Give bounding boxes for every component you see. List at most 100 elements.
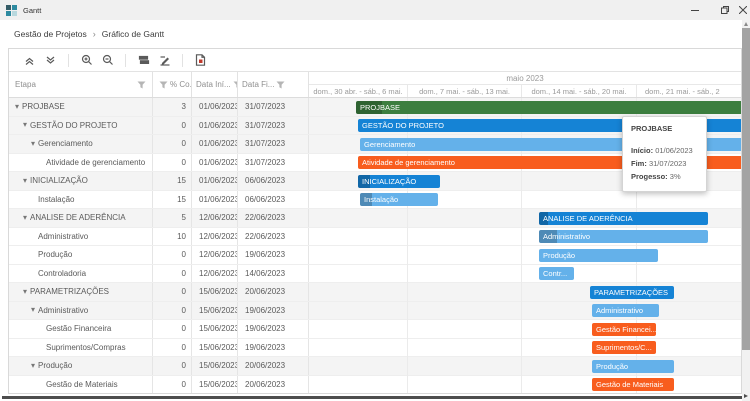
task-label: INICIALIZAÇÃO	[30, 176, 88, 186]
gantt-bar[interactable]: Contr...	[539, 267, 574, 280]
gantt-bar[interactable]: PROJBASE	[356, 100, 741, 114]
minimize-button[interactable]	[682, 0, 708, 20]
task-name-cell[interactable]: ▾ GESTÃO DO PROJETO	[9, 116, 153, 134]
gantt-bar[interactable]: Administrativo	[592, 304, 659, 317]
task-name-cell[interactable]: ▾ Produção	[9, 246, 153, 264]
task-end-date: 19/06/2023	[238, 246, 309, 264]
task-name-cell[interactable]: ▾ PARAMETRIZAÇÕES	[9, 283, 153, 301]
task-end-date: 22/06/2023	[238, 227, 309, 245]
gantt-bar[interactable]: Suprimentos/C...	[592, 341, 656, 354]
table-row[interactable]: ▾ Produção 0 15/06/2023 20/06/2023 Produ…	[9, 357, 741, 376]
filter-icon[interactable]	[233, 81, 238, 89]
gantt-bar[interactable]: Instalação	[360, 193, 438, 206]
filter-icon[interactable]	[159, 81, 168, 89]
collapse-expander-icon[interactable]: ▾	[23, 212, 28, 222]
tooltip: PROJBASE Início: 01/06/2023 Fim: 31/07/2…	[622, 116, 707, 192]
table-row[interactable]: ▾ Gestão Financeira 0 15/06/2023 19/06/2…	[9, 320, 741, 339]
gantt-bar[interactable]: INICIALIZAÇÃO	[358, 174, 440, 188]
gantt-bar[interactable]: ANALISE DE ADERÊNCIA	[539, 211, 708, 225]
expand-all-icon[interactable]	[42, 52, 59, 69]
table-row[interactable]: ▾ Controladoria 0 12/06/2023 14/06/2023 …	[9, 264, 741, 283]
table-row[interactable]: ▾ PROJBASE 3 01/06/2023 31/07/2023 PROJB…	[9, 98, 741, 117]
restore-button[interactable]	[712, 0, 738, 20]
window-title: Gantt	[23, 5, 42, 15]
collapse-expander-icon[interactable]: ▾	[15, 101, 20, 111]
collapse-expander-icon[interactable]: ▾	[31, 138, 36, 148]
task-percent: 0	[153, 264, 192, 282]
bars-view-icon[interactable]	[135, 52, 152, 69]
task-name-cell[interactable]: ▾ Administrativo	[9, 301, 153, 319]
table-row[interactable]: ▾ Instalação 15 01/06/2023 06/06/2023 In…	[9, 190, 741, 209]
task-name-cell[interactable]: ▾ Administrativo	[9, 227, 153, 245]
task-name-cell[interactable]: ▾ PROJBASE	[9, 98, 153, 116]
table-row[interactable]: ▾ Administrativo 0 15/06/2023 19/06/2023…	[9, 301, 741, 320]
zoom-in-icon[interactable]	[78, 52, 95, 69]
task-percent: 15	[153, 172, 192, 190]
scroll-right-icon[interactable]	[744, 394, 748, 398]
filter-icon[interactable]	[276, 81, 285, 89]
task-start-date: 12/06/2023	[192, 227, 238, 245]
table-row[interactable]: ▾ ANALISE DE ADERÊNCIA 5 12/06/2023 22/0…	[9, 209, 741, 228]
gantt-bar[interactable]: Produção	[592, 359, 674, 373]
task-name-cell[interactable]: ▾ INICIALIZAÇÃO	[9, 172, 153, 190]
close-button[interactable]	[736, 0, 750, 20]
task-name-cell[interactable]: ▾ Atividade de gerenciamento	[9, 153, 153, 171]
column-header-etapa[interactable]: Etapa	[9, 72, 153, 97]
filter-icon[interactable]	[137, 81, 146, 89]
task-percent: 3	[153, 98, 192, 116]
column-header-data-fim[interactable]: Data Fi...	[238, 72, 309, 97]
breadcrumb-item-gantt[interactable]: Gráfico de Gantt	[101, 29, 165, 39]
collapse-expander-icon[interactable]: ▾	[23, 120, 28, 130]
table-row[interactable]: ▾ PARAMETRIZAÇÕES 0 15/06/2023 20/06/202…	[9, 283, 741, 302]
gantt-bar[interactable]: Administrativo	[539, 230, 708, 243]
task-end-date: 31/07/2023	[238, 116, 309, 134]
task-label: Gestão Financeira	[46, 324, 112, 334]
task-start-date: 12/06/2023	[192, 264, 238, 282]
task-name-cell[interactable]: ▾ Produção	[9, 357, 153, 375]
task-percent: 5	[153, 209, 192, 227]
breadcrumb-item-gestao[interactable]: Gestão de Projetos	[14, 29, 87, 39]
scroll-up-icon[interactable]	[744, 22, 748, 26]
column-header-data-inicio[interactable]: Data Iní...	[192, 72, 238, 97]
gantt-bar[interactable]: Gestão Financei...	[592, 322, 656, 336]
table-row[interactable]: ▾ Suprimentos/Compras 0 15/06/2023 19/06…	[9, 338, 741, 357]
task-start-date: 15/06/2023	[192, 357, 238, 375]
task-name-cell[interactable]: ▾ Gerenciamento	[9, 135, 153, 153]
task-name-cell[interactable]: ▾ Controladoria	[9, 264, 153, 282]
collapse-expander-icon[interactable]: ▾	[31, 360, 36, 370]
task-name-cell[interactable]: ▾ Gestão de Materiais	[9, 375, 153, 393]
table-row[interactable]: ▾ Gestão de Materiais 0 15/06/2023 20/06…	[9, 375, 741, 393]
task-start-date: 01/06/2023	[192, 135, 238, 153]
export-report-icon[interactable]	[192, 52, 209, 69]
zoom-out-icon[interactable]	[99, 52, 116, 69]
gantt-bar-label: INICIALIZAÇÃO	[362, 176, 417, 186]
gantt-bar[interactable]: Produção	[539, 248, 658, 262]
collapse-all-icon[interactable]	[21, 52, 38, 69]
vertical-scrollbar[interactable]	[742, 20, 750, 401]
week-gridline	[636, 98, 637, 393]
task-name-cell[interactable]: ▾ Gestão Financeira	[9, 320, 153, 338]
table-row[interactable]: ▾ Produção 0 12/06/2023 19/06/2023 Produ…	[9, 246, 741, 265]
task-label: Atividade de gerenciamento	[46, 157, 146, 167]
collapse-expander-icon[interactable]: ▾	[23, 286, 28, 296]
gantt-row: INICIALIZAÇÃO	[309, 172, 741, 190]
gantt-bar[interactable]: Gestão de Materiais	[592, 378, 674, 391]
horizontal-scrollbar[interactable]	[2, 396, 742, 399]
task-name-cell[interactable]: ▾ Instalação	[9, 190, 153, 208]
task-name-cell[interactable]: ▾ Suprimentos/Compras	[9, 338, 153, 356]
gantt-bar-label: Produção	[543, 250, 576, 260]
task-name-cell[interactable]: ▾ ANALISE DE ADERÊNCIA	[9, 209, 153, 227]
column-header-percent[interactable]: % Co...	[153, 72, 192, 97]
table-row[interactable]: ▾ Administrativo 10 12/06/2023 22/06/202…	[9, 227, 741, 246]
edit-tasks-icon[interactable]	[156, 52, 173, 69]
task-label: Administrativo	[38, 305, 89, 315]
gantt-bar[interactable]: PARAMETRIZAÇÕES	[590, 285, 674, 299]
tooltip-fim: Fim: 31/07/2023	[631, 159, 687, 168]
task-label: Controladoria	[38, 268, 87, 278]
collapse-expander-icon[interactable]: ▾	[31, 305, 36, 315]
collapse-expander-icon[interactable]: ▾	[23, 175, 28, 185]
task-label: PARAMETRIZAÇÕES	[30, 287, 109, 297]
week-gridline	[407, 98, 408, 393]
table-row[interactable]: ▾ INICIALIZAÇÃO 15 01/06/2023 06/06/2023…	[9, 172, 741, 191]
vertical-scrollbar-thumb[interactable]	[742, 28, 750, 350]
